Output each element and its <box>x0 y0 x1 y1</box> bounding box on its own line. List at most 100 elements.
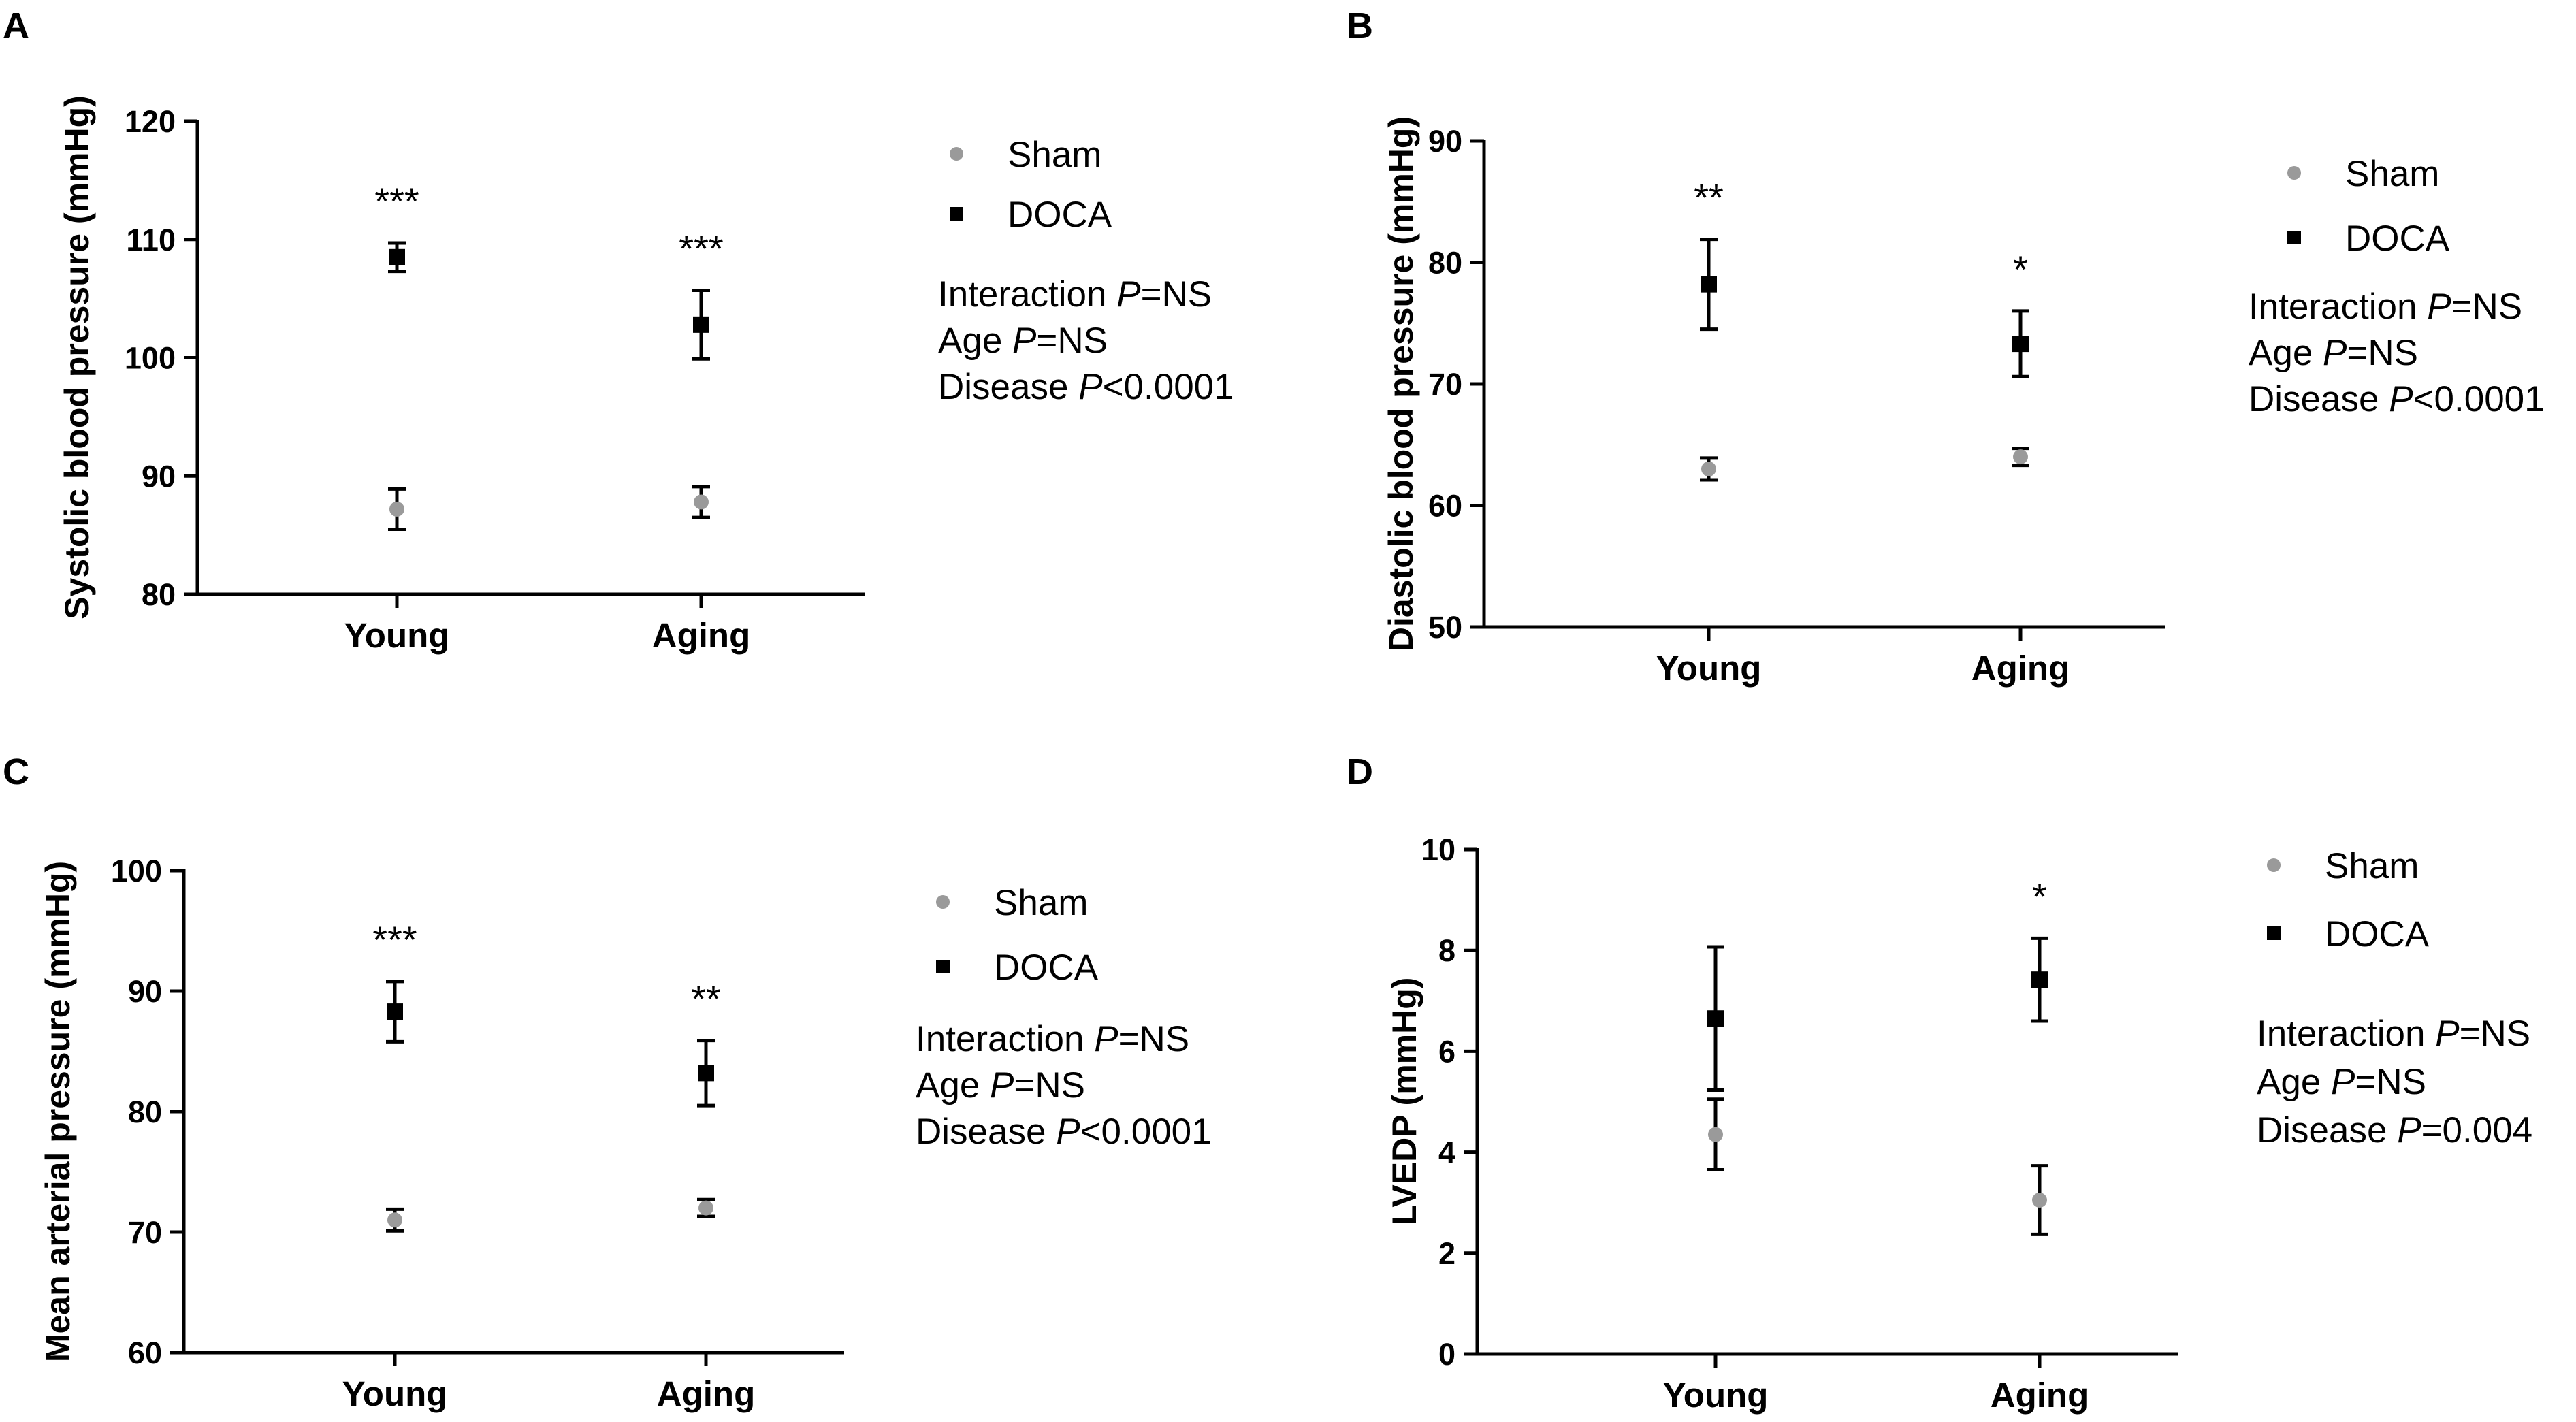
stats-value: =NS <box>2451 287 2523 327</box>
stats-label: Disease <box>916 1112 1056 1152</box>
y-tick-label: 70 <box>128 1215 162 1250</box>
stats-label: Interaction <box>938 274 1116 314</box>
y-tick-label: 8 <box>1438 933 1455 968</box>
data-point-sham <box>698 1200 713 1216</box>
stats-line: Interaction P=NS <box>2257 1014 2530 1054</box>
x-tick-label: Young <box>344 616 450 655</box>
stats-p-symbol: P <box>2435 1014 2460 1054</box>
series-sham <box>386 1197 715 1233</box>
significance-marker: * <box>2013 248 2028 291</box>
stats-line: Disease P=0.004 <box>2257 1110 2532 1150</box>
legend-marker-doca <box>2287 231 2301 244</box>
panel-c: C 60 70 80 90 100 Young Aging Mean arterial pres… <box>3 752 1212 1413</box>
stats-value: <0.0001 <box>1103 367 1234 407</box>
x-tick-label: Aging <box>1991 1376 2089 1415</box>
y-axis-label: Mean arterial pressure (mmHg) <box>39 861 77 1362</box>
legend-label-sham: Sham <box>2325 846 2419 886</box>
legend-marker-sham <box>2287 166 2301 180</box>
stats-p-symbol: P <box>1116 274 1141 314</box>
stats-line: Interaction P=NS <box>2249 287 2522 327</box>
significance-marker: *** <box>374 180 419 223</box>
data-point-doca <box>2031 971 2048 988</box>
stats-value: =NS <box>2347 333 2418 373</box>
significance-marker: *** <box>372 918 417 961</box>
series-sham <box>1707 1097 2048 1236</box>
stats-label: Age <box>2249 333 2323 373</box>
significance-marker: * <box>2032 875 2047 918</box>
stats-line: Interaction P=NS <box>938 274 1212 314</box>
y-tick-label: 70 <box>1428 367 1462 402</box>
stats-p-symbol: P <box>2331 1062 2355 1102</box>
data-point-sham <box>1701 461 1716 476</box>
data-point-sham <box>389 501 404 517</box>
stats-label: Interaction <box>2257 1014 2435 1054</box>
y-axis-label: Diastolic blood pressure (mmHg) <box>1382 116 1420 651</box>
legend: Sham DOCA <box>936 883 1099 988</box>
y-tick-label: 90 <box>142 459 176 494</box>
stats-label: Age <box>916 1065 990 1105</box>
y-tick-label: 110 <box>126 223 176 257</box>
y-tick-label: 120 <box>125 104 176 139</box>
stats-value: =NS <box>1141 274 1212 314</box>
y-tick-label: 60 <box>128 1336 162 1370</box>
y-tick-label: 10 <box>1421 833 1455 867</box>
stats-line: Age P=NS <box>916 1065 1085 1105</box>
x-tick-label: Young <box>342 1374 448 1413</box>
legend-label-sham: Sham <box>994 883 1088 923</box>
data-point-doca <box>1707 1010 1724 1027</box>
series-doca <box>1700 238 2029 378</box>
y-axis-label: LVEDP (mmHg) <box>1385 977 1423 1226</box>
panel-letter: C <box>3 752 29 792</box>
y-tick-label: 80 <box>142 577 176 612</box>
data-point-doca <box>698 1065 714 1082</box>
y-tick-label: 6 <box>1438 1034 1455 1069</box>
y-tick-label: 100 <box>125 341 176 376</box>
legend-label-doca: DOCA <box>2345 219 2450 259</box>
stats-value: =NS <box>2460 1014 2531 1054</box>
legend-label-sham: Sham <box>2345 154 2439 194</box>
stats-value: <0.0001 <box>2413 379 2545 419</box>
stats-label: Age <box>2257 1062 2331 1102</box>
x-tick-label: Aging <box>657 1374 755 1413</box>
x-tick-label: Aging <box>652 616 750 655</box>
stats-line: Age P=NS <box>2257 1062 2426 1102</box>
legend-label-doca: DOCA <box>994 948 1099 988</box>
y-tick-label: 4 <box>1438 1135 1455 1170</box>
series-sham <box>388 485 710 531</box>
data-point-sham <box>2032 1192 2047 1208</box>
stats-label: Age <box>938 321 1012 361</box>
series-sham <box>1700 447 2029 482</box>
legend-label-doca: DOCA <box>2325 914 2430 954</box>
legend-marker-doca <box>950 207 963 221</box>
data-point-doca <box>389 248 405 265</box>
data-point-doca <box>387 1003 403 1020</box>
panel-d: D 0 2 4 6 8 10 Young Aging LVEDP (mmHg) * Sham DOCA I… <box>1347 752 2532 1415</box>
legend-marker-doca <box>936 960 950 973</box>
data-point-sham <box>694 494 709 510</box>
legend: Sham DOCA <box>950 135 1112 235</box>
stats-line: Disease P<0.0001 <box>2249 379 2545 419</box>
stats-p-symbol: P <box>1094 1019 1118 1059</box>
stats-p-symbol: P <box>2427 287 2451 327</box>
data-point-doca <box>2012 336 2029 353</box>
data-point-sham <box>387 1212 402 1228</box>
y-tick-label: 0 <box>1438 1337 1455 1372</box>
stats-line: Age P=NS <box>938 321 1108 361</box>
y-tick-label: 60 <box>1428 489 1462 523</box>
stats-label: Disease <box>2257 1110 2397 1150</box>
legend-label-sham: Sham <box>1008 135 1101 175</box>
series-doca <box>388 241 710 361</box>
stats-p-symbol: P <box>2397 1110 2421 1150</box>
x-tick-label: Aging <box>1971 649 2070 688</box>
stats-value: =NS <box>1014 1065 1085 1105</box>
y-tick-label: 90 <box>128 974 162 1009</box>
legend-marker-sham <box>950 147 963 161</box>
legend-label-doca: DOCA <box>1008 195 1112 235</box>
data-point-doca <box>693 316 709 333</box>
stats-value: =NS <box>1118 1019 1190 1059</box>
y-tick-label: 2 <box>1438 1236 1455 1271</box>
series-doca <box>1707 936 2048 1092</box>
